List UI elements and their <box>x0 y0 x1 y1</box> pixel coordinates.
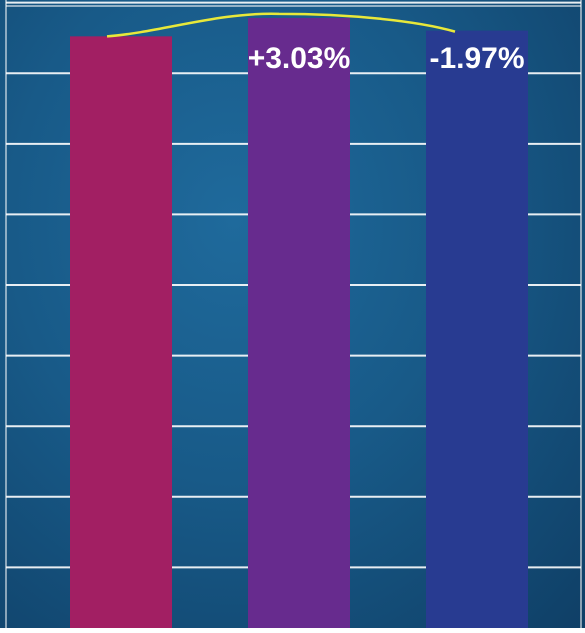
trend-line <box>106 12 456 38</box>
bar <box>248 17 350 628</box>
data-label: -1.97% <box>429 42 524 75</box>
bar <box>70 36 172 629</box>
bar <box>426 30 528 629</box>
data-label: +3.03% <box>248 42 351 75</box>
